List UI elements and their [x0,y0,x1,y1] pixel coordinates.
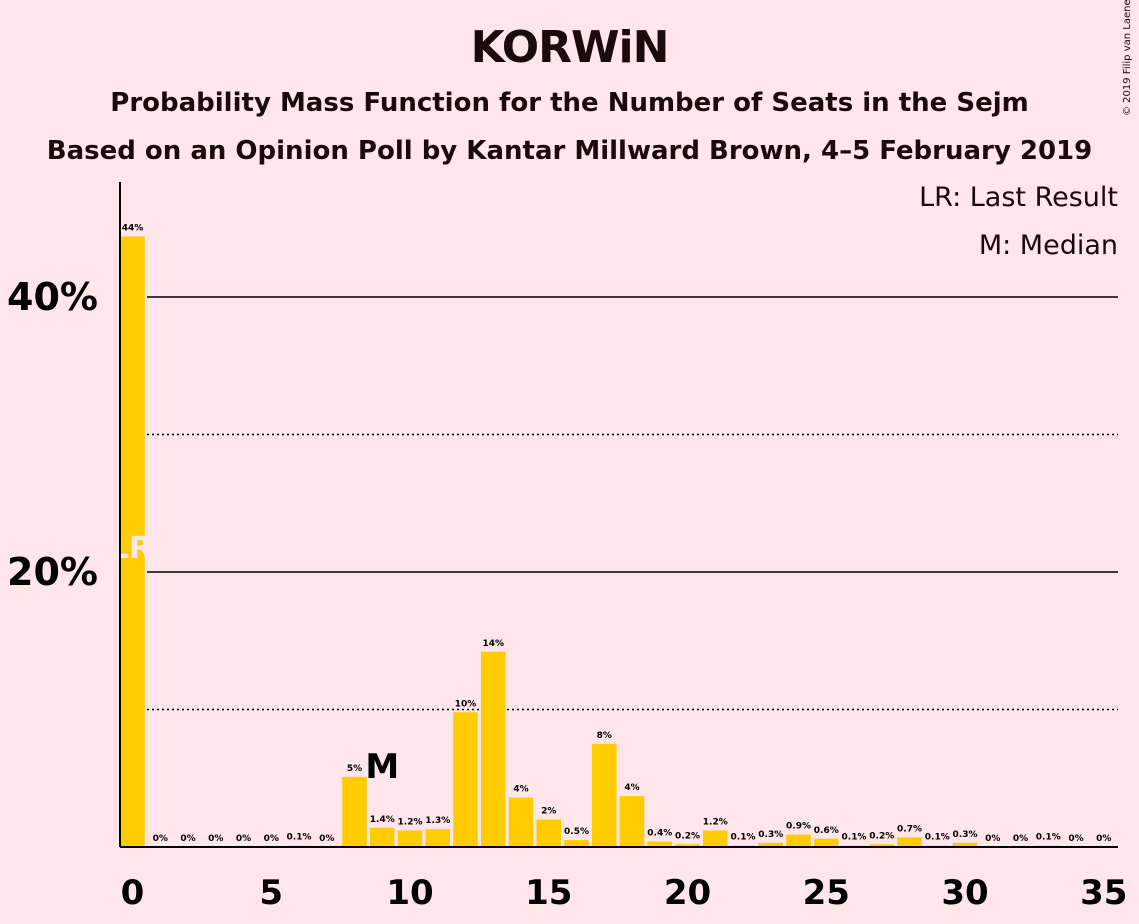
chart-subtitle: Probability Mass Function for the Number… [110,88,1029,118]
data-label-seat-21: 1.2% [703,818,728,828]
data-label-seat-10: 1.2% [398,818,423,828]
data-label-seat-32: 0% [1013,834,1028,844]
data-label-seat-20: 0.2% [675,831,700,841]
bar-seat-30 [952,842,978,847]
data-label-seat-24: 0.9% [786,822,811,832]
bars [120,236,1061,847]
markers: LR M [110,531,399,787]
data-label-seat-5: 0% [264,834,279,844]
data-label-seat-30: 0.3% [953,830,978,840]
bar-seat-27 [869,844,894,847]
y-tick-label-20: 20% [7,550,98,594]
x-tick-label-10: 10 [386,873,433,913]
bar-seat-11 [425,829,450,847]
data-label-seat-8: 5% [347,764,362,774]
data-labels: 44%0% 0% 0% 0% 0% 0.1% 0%5%1.4% 1.2% 1.3%10%14%4… [122,224,1112,845]
legend-last-result: LR: Last Result [919,182,1118,213]
data-label-seat-9: 1.4% [370,815,395,825]
data-label-seat-16: 0.5% [564,827,589,837]
data-label-seat-18: 4% [624,783,639,793]
bar-seat-0 [120,236,145,847]
data-label-seat-12: 10% [455,699,477,709]
data-label-seat-17: 8% [597,731,612,741]
bar-seat-19 [647,841,672,847]
x-tick-label-20: 20 [664,873,711,913]
data-label-seat-11: 1.3% [425,816,450,826]
data-label-seat-3: 0% [208,834,223,844]
data-label-seat-35: 0% [1096,834,1111,844]
data-label-seat-15: 2% [541,807,556,817]
bar-seat-14 [508,797,534,847]
data-label-seat-19: 0.4% [647,829,672,839]
data-label-seat-1: 0% [153,834,168,844]
grid-lines [147,296,1118,711]
chart-source: Based on an Opinion Poll by Kantar Millw… [46,136,1093,166]
data-label-seat-25: 0.6% [814,826,839,836]
bar-seat-25 [814,838,839,847]
bar-seat-12 [453,712,478,847]
data-label-seat-22: 0.1% [731,833,756,843]
bar-seat-21 [703,830,728,847]
data-label-seat-23: 0.3% [758,830,783,840]
median-marker: M [365,747,399,787]
x-tick-label-30: 30 [941,873,988,913]
data-label-seat-29: 0.1% [925,833,950,843]
x-tick-label-15: 15 [525,873,572,913]
data-label-seat-28: 0.7% [897,824,922,834]
data-label-seat-26: 0.1% [842,833,867,843]
x-tick-label-5: 5 [259,873,283,913]
x-tick-label-0: 0 [121,873,145,913]
data-label-seat-6: 0.1% [287,833,312,843]
axes: 20% 40% 0 5 10 15 20 25 30 35 [7,182,1127,913]
last-result-marker: LR [110,531,152,566]
bar-seat-8 [342,776,367,847]
bar-seat-15 [536,819,561,847]
x-tick-label-25: 25 [803,873,850,913]
legend-median: M: Median [978,230,1118,261]
bar-seat-24 [786,834,811,847]
x-tick-label-35: 35 [1080,873,1127,913]
bar-seat-20 [675,844,700,847]
data-label-seat-2: 0% [180,834,195,844]
bar-seat-9 [370,827,395,847]
data-label-seat-7: 0% [319,834,334,844]
bar-seat-10 [397,830,423,847]
bar-seat-23 [758,842,783,847]
data-label-seat-13: 14% [482,639,504,649]
data-label-seat-4: 0% [236,834,251,844]
data-label-seat-33: 0.1% [1036,833,1061,843]
bar-seat-17 [592,743,617,847]
bar-seat-28 [897,837,922,847]
bar-seat-13 [481,651,506,847]
bar-seat-16 [564,840,589,847]
y-tick-label-40: 40% [7,275,98,319]
chart-title: KORWiN [470,22,670,73]
data-label-seat-31: 0% [985,834,1000,844]
data-label-seat-34: 0% [1068,834,1083,844]
data-label-seat-27: 0.2% [869,831,894,841]
data-label-seat-14: 4% [513,785,528,795]
data-label-seat-0: 44% [122,224,144,234]
bar-seat-18 [619,796,645,847]
